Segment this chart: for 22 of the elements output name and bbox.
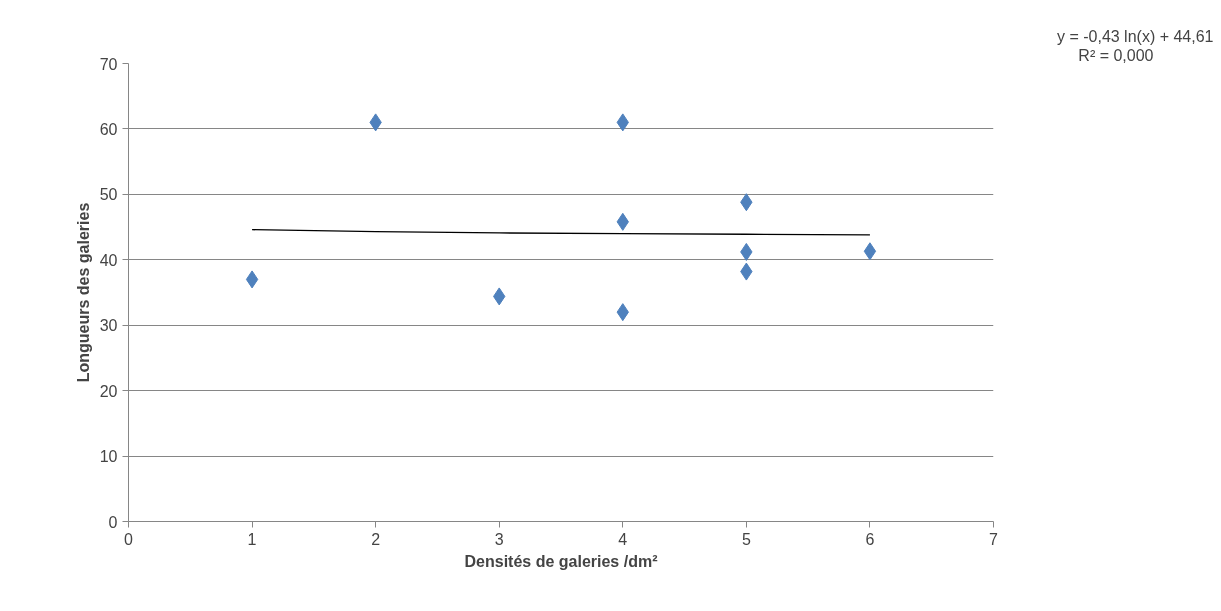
x-tick-label: 7 — [989, 530, 999, 548]
y-tick-label: 0 — [108, 513, 118, 531]
text: R² = 0,000 — [1078, 46, 1154, 64]
x-axis-title: Densités de galeries /dm² — [464, 552, 658, 570]
y-tick-label: 10 — [99, 448, 118, 466]
y-tick-label: 20 — [99, 382, 118, 400]
y-tick-label: 70 — [99, 55, 118, 73]
x-tick-label: 3 — [494, 530, 504, 548]
y-tick-label: 40 — [99, 251, 118, 269]
y-tick-label: 30 — [99, 317, 118, 335]
text: y = -0,43 ln(x) + 44,61 — [1056, 27, 1214, 45]
x-tick-label: 2 — [371, 530, 381, 548]
x-tick-label: 6 — [865, 530, 875, 548]
y-axis-title: Longueurs des galeries — [74, 202, 92, 383]
x-tick-label: 1 — [247, 530, 257, 548]
point — [245, 270, 259, 289]
point — [863, 242, 877, 261]
y-tick-label: 60 — [99, 120, 118, 138]
x-tick-label: 0 — [124, 530, 134, 548]
x-tick-label: 4 — [618, 530, 628, 548]
x-tick-label: 5 — [741, 530, 751, 548]
y-tick-label: 50 — [99, 186, 118, 204]
